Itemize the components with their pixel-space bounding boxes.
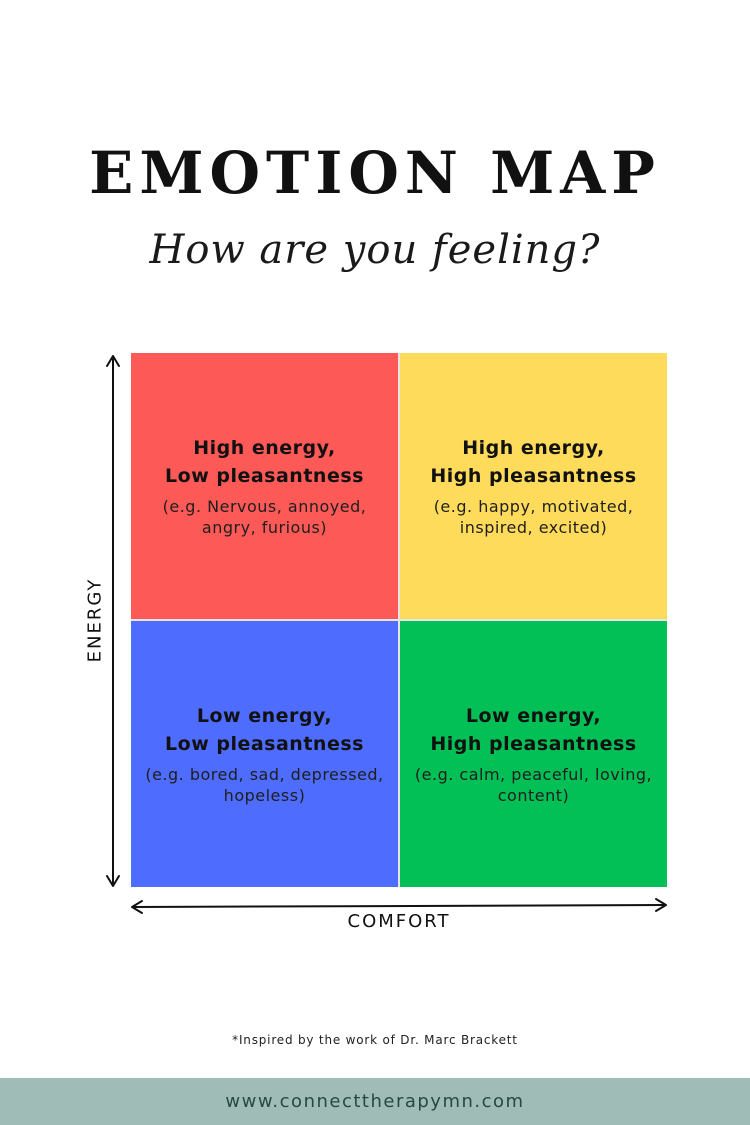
y-axis-label: ENERGY	[84, 577, 106, 663]
website-link[interactable]: www.connecttherapymn.com	[225, 1091, 525, 1112]
quadrant-examples: (e.g. bored, sad, depressed, hopeless)	[145, 765, 384, 805]
quadrant-heading: High energy, High pleasantness	[430, 437, 637, 487]
quadrant-high-energy-high-pleasantness: High energy, High pleasantness (e.g. hap…	[400, 353, 667, 619]
emotion-grid: High energy, Low pleasantness (e.g. Nerv…	[131, 353, 667, 887]
quadrant-heading: High energy, Low pleasantness	[165, 437, 364, 487]
credit-note: *Inspired by the work of Dr. Marc Bracke…	[232, 1033, 518, 1047]
y-axis-arrow	[106, 355, 120, 887]
quadrant-heading: Low energy, High pleasantness	[430, 705, 637, 755]
quadrant-examples: (e.g. Nervous, annoyed, angry, furious)	[162, 497, 367, 537]
quadrant-low-energy-high-pleasantness: Low energy, High pleasantness (e.g. calm…	[400, 621, 667, 887]
quadrant-heading: Low energy, Low pleasantness	[165, 705, 364, 755]
quadrant-examples: (e.g. calm, peaceful, loving, content)	[414, 765, 653, 805]
footer-bar: www.connecttherapymn.com	[0, 1078, 750, 1125]
quadrant-high-energy-low-pleasantness: High energy, Low pleasantness (e.g. Nerv…	[131, 353, 398, 619]
page-title: EMOTION MAP	[89, 139, 661, 207]
x-axis-label: COMFORT	[347, 911, 451, 932]
quadrant-low-energy-low-pleasantness: Low energy, Low pleasantness (e.g. bored…	[131, 621, 398, 887]
page-subtitle: How are you feeling?	[149, 227, 601, 273]
quadrant-examples: (e.g. happy, motivated, inspired, excite…	[433, 497, 634, 537]
